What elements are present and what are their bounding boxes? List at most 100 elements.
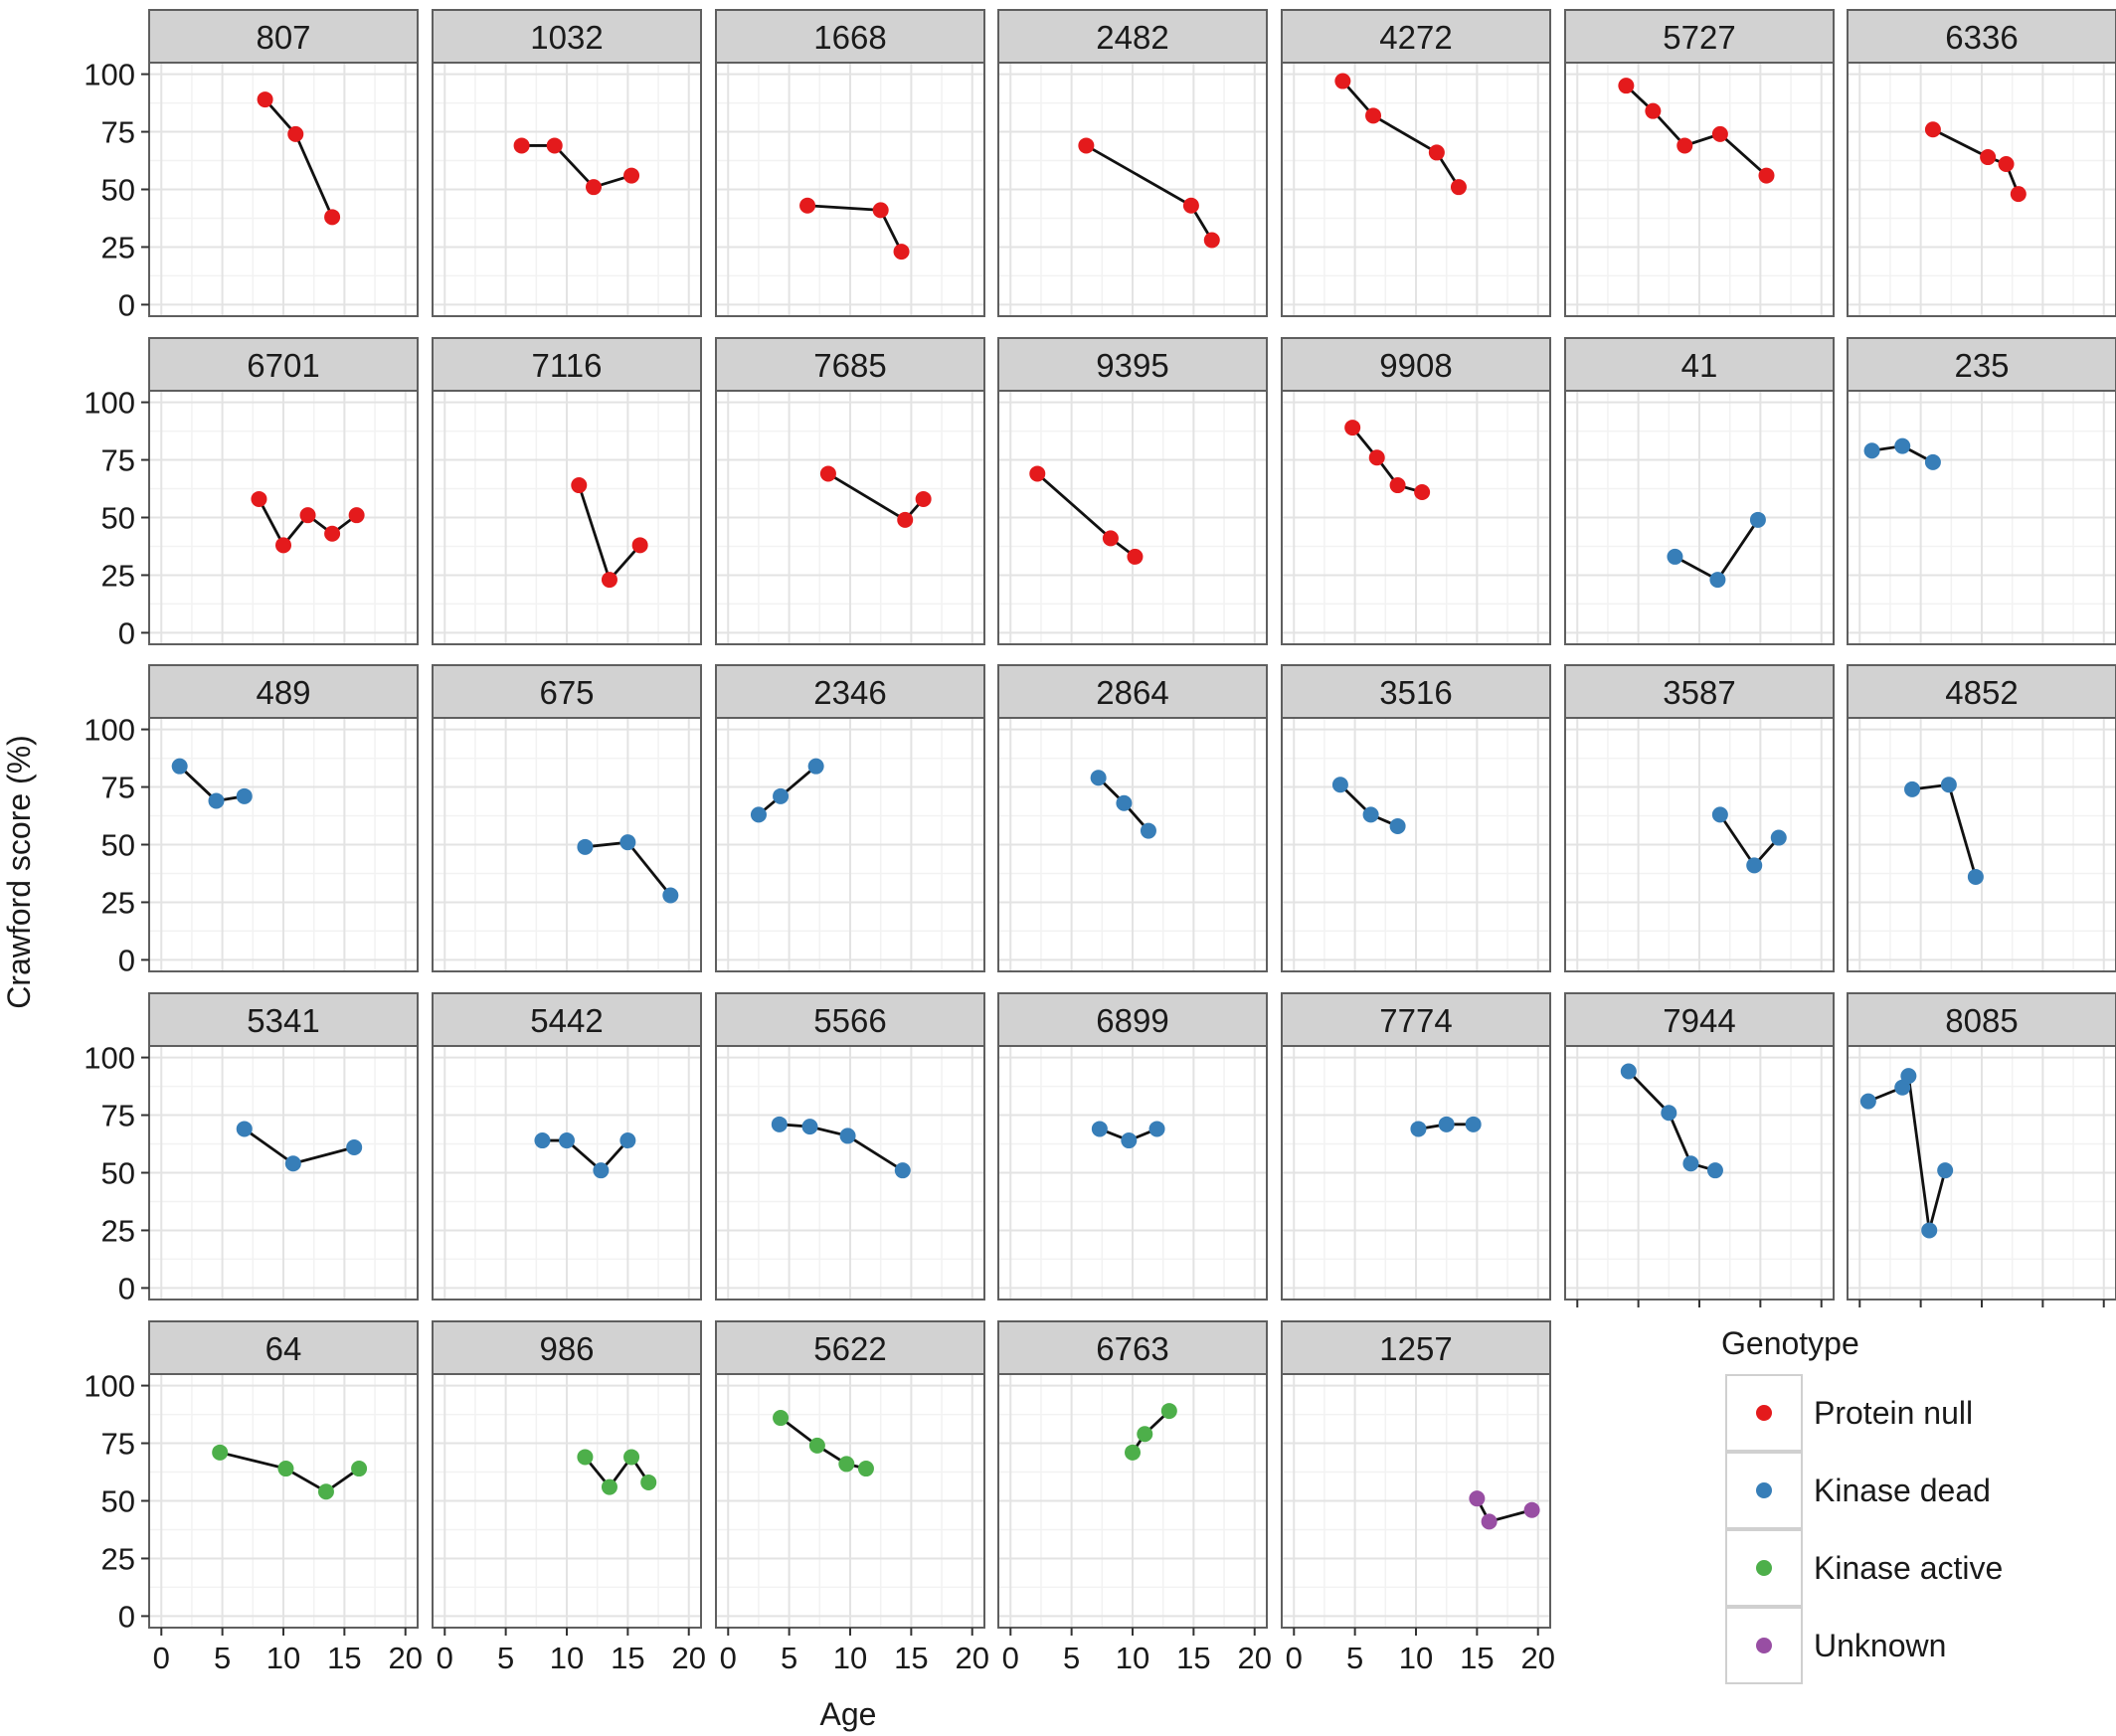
data-point: [324, 209, 341, 226]
x-tick-label: 15: [1460, 1641, 1494, 1675]
legend-label: Kinase dead: [1814, 1473, 1991, 1508]
data-point: [277, 1461, 294, 1477]
data-point: [1667, 548, 1683, 565]
panel-label: 6763: [1096, 1330, 1168, 1367]
x-tick-label: 10: [266, 1641, 300, 1675]
data-point: [773, 1410, 790, 1427]
data-point: [1758, 167, 1775, 184]
y-tick-label: 25: [101, 1213, 135, 1248]
panel-strip: [1847, 9, 2116, 64]
panel-strip: [1847, 664, 2116, 719]
y-tick-label: 25: [101, 1541, 135, 1576]
data-point: [619, 834, 636, 851]
data-point: [571, 477, 588, 494]
x-tick-label: 5: [781, 1641, 797, 1675]
x-tick-label: 5: [1346, 1641, 1363, 1675]
panel-label: 6899: [1096, 1002, 1168, 1039]
panel-strip: [715, 9, 985, 64]
panel-strip: [1281, 9, 1551, 64]
panel-border: [997, 717, 1268, 972]
panel-strip: [148, 992, 419, 1047]
x-tick-label: 5: [497, 1641, 514, 1675]
panel-2482: 2482: [997, 9, 1268, 317]
panel-7116: 7116: [432, 337, 702, 645]
y-tick-label: 100: [84, 1041, 135, 1076]
panel-1257: 1257 0 5 10 15 20: [1281, 1320, 1555, 1675]
y-tick-label: 50: [101, 1156, 135, 1191]
panel-border: [432, 717, 702, 972]
legend-item: Kinase active: [1725, 1529, 2003, 1607]
legend-label: Kinase active: [1814, 1550, 2003, 1586]
x-tick-label: 10: [1116, 1641, 1149, 1675]
data-point: [619, 1132, 636, 1149]
data-point: [1523, 1501, 1540, 1518]
data-point: [1859, 1093, 1876, 1110]
panel-label: 1032: [530, 19, 603, 56]
series-line: [1627, 1070, 1716, 1172]
panel-label: 7944: [1663, 1002, 1735, 1039]
panel-label: 986: [539, 1330, 594, 1367]
panel-border: [1281, 62, 1551, 317]
data-point: [1121, 1132, 1138, 1149]
data-point: [1980, 149, 1997, 166]
data-point: [1940, 777, 1957, 793]
y-tick-label: 25: [101, 230, 135, 264]
panel-strip: [715, 1320, 985, 1375]
data-point: [1967, 868, 1984, 885]
panel-label: 2346: [813, 674, 886, 711]
data-point: [236, 787, 253, 804]
y-tick-label: 100: [84, 1369, 135, 1404]
panel-label: 5341: [247, 1002, 319, 1039]
panel-strip: [997, 337, 1268, 392]
legend-label: Protein null: [1814, 1395, 1973, 1431]
panel-strip: [1281, 664, 1551, 719]
series-line: [584, 1455, 650, 1489]
panel-strip: [1281, 992, 1551, 1047]
panel-4852: 4852: [1847, 664, 2116, 972]
panel-border: [715, 390, 985, 645]
series-line: [542, 1138, 629, 1173]
panel-489: 489 0 25 50 75 100: [84, 664, 419, 977]
legend-label: Unknown: [1814, 1628, 1946, 1663]
data-point: [839, 1128, 856, 1144]
panel-border: [1564, 390, 1835, 645]
data-point: [351, 1461, 368, 1477]
panel-label: 41: [1681, 347, 1718, 384]
x-axis-title: Age: [820, 1696, 877, 1732]
y-axis-title: Crawford score (%): [1, 735, 37, 1009]
data-point: [1618, 78, 1635, 94]
panel-strip: [432, 664, 702, 719]
panel-border: [1281, 1045, 1551, 1301]
data-point: [623, 167, 640, 184]
panel-label: 489: [256, 674, 310, 711]
panel-strip: [1281, 1320, 1551, 1375]
data-point: [171, 758, 188, 775]
data-point: [897, 511, 914, 528]
data-point: [1481, 1513, 1498, 1530]
data-point: [893, 244, 910, 260]
data-point: [1645, 102, 1662, 119]
data-point: [1137, 1426, 1153, 1443]
data-point: [534, 1132, 551, 1149]
panel-7774: 7774: [1281, 992, 1551, 1301]
panel-label: 5566: [813, 1002, 886, 1039]
panel-5341: 5341 0 25 50 75 100: [84, 992, 419, 1305]
panel-border: [1847, 717, 2116, 972]
data-point: [662, 887, 679, 904]
data-point: [1894, 437, 1911, 454]
data-point: [1924, 121, 1941, 138]
panel-label: 2482: [1096, 19, 1168, 56]
data-point: [623, 1449, 640, 1466]
data-point: [1749, 511, 1766, 528]
data-point: [1344, 420, 1361, 436]
y-tick-label: 0: [118, 287, 135, 322]
panel-strip: [997, 9, 1268, 64]
panel-3516: 3516: [1281, 664, 1551, 972]
data-point: [631, 537, 648, 554]
data-point: [1706, 1162, 1723, 1179]
panel-border: [432, 390, 702, 645]
x-tick-label: 20: [671, 1641, 705, 1675]
panel-8085: 8085: [1847, 992, 2116, 1307]
data-point: [1711, 806, 1728, 823]
y-tick-label: 0: [118, 943, 135, 977]
